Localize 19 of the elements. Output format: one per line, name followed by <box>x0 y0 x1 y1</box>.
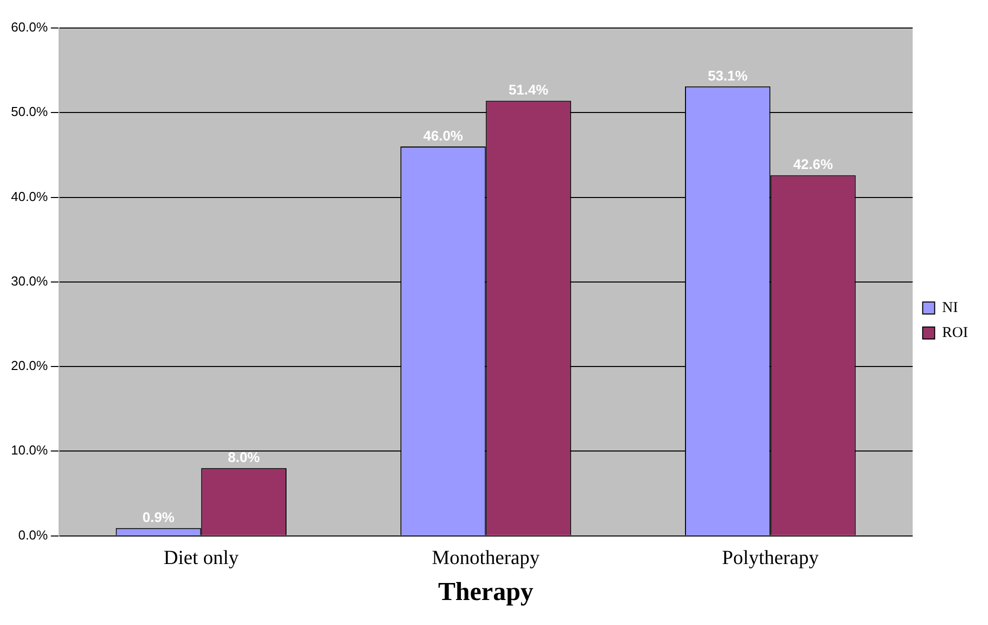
y-tick-label: 60.0% <box>10 20 48 35</box>
legend-label: ROI <box>942 324 968 341</box>
data-label: 51.4% <box>508 82 549 98</box>
data-label: 0.9% <box>142 509 175 526</box>
x-tick-label: Diet only <box>164 547 239 570</box>
y-tick-label: 0.0% <box>18 527 48 542</box>
y-tick-label: 20.0% <box>10 358 48 374</box>
data-label: 53.1% <box>708 67 748 84</box>
data-label: 42.6% <box>793 156 834 172</box>
y-tick-label: 40.0% <box>10 188 48 204</box>
x-tick-label: Polytherapy <box>722 547 819 570</box>
legend-label: NI <box>942 300 958 316</box>
x-axis-title: Therapy <box>438 577 534 606</box>
x-tick-label: Monotherapy <box>432 547 540 570</box>
y-tick-label: 50.0% <box>10 104 48 120</box>
data-label: 8.0% <box>228 448 260 465</box>
y-tick-label: 10.0% <box>10 442 48 458</box>
data-label: 46.0% <box>423 127 464 144</box>
y-tick-label: 30.0% <box>10 273 48 288</box>
